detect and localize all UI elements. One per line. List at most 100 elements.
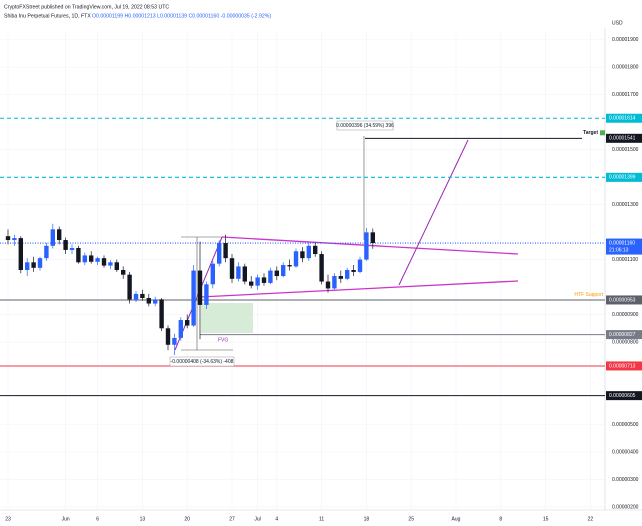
candle-body <box>274 270 280 277</box>
candle-body <box>332 276 337 289</box>
y-tick-label: 0.00000300 <box>612 477 639 483</box>
level-label-box <box>606 361 642 371</box>
level-label: 0.00000713 <box>609 363 636 369</box>
level-label-box <box>606 295 642 305</box>
candle-body <box>364 232 369 260</box>
candle-body <box>261 277 267 283</box>
level-label: 0.00000605 <box>609 393 636 399</box>
y-tick-label: 0.00001900 <box>612 37 639 43</box>
target-check <box>600 130 605 136</box>
y-tick-label: 0.00000200 <box>612 504 639 510</box>
level-label-box <box>606 113 642 123</box>
candle-body <box>351 270 356 272</box>
candle-body <box>5 236 11 241</box>
level-label: 0.00001160 <box>609 240 635 246</box>
level-label: 0.00000953 <box>609 297 636 303</box>
measure-box <box>169 356 235 367</box>
x-tick-label: 15 <box>543 516 549 522</box>
pennant-lower <box>199 280 519 298</box>
candle-body <box>12 238 17 241</box>
candle-body <box>178 320 184 338</box>
candle-body <box>89 255 94 262</box>
candle-body <box>37 258 43 268</box>
x-tick-label: Aug <box>452 516 461 522</box>
level-label: 0.00001541 <box>609 136 636 142</box>
candle-body <box>338 276 344 279</box>
level-label-box <box>606 330 642 340</box>
y-tick-label: 0.00001500 <box>612 147 639 153</box>
level-label-box <box>606 238 642 255</box>
candle-body <box>249 281 254 286</box>
x-tick-label: 22 <box>588 516 594 522</box>
candle-body <box>300 251 305 259</box>
candle-body <box>293 251 299 267</box>
level-label: 0.00001399 <box>609 175 636 181</box>
measure-drop: -0.00000408 (-34.63%) -408 <box>171 359 234 365</box>
candle-body <box>325 281 331 289</box>
candle-body <box>114 262 120 270</box>
currency: USD <box>612 20 623 26</box>
level-label-box <box>606 391 642 401</box>
y-tick-label: 0.00001700 <box>612 92 639 98</box>
candle-body <box>101 258 107 266</box>
candle-body <box>153 299 158 304</box>
candle-body <box>191 270 196 326</box>
chart-title: Shiba Inu Perpetual Futures, 1D, FTX <box>4 13 91 19</box>
x-tick-label: 8 <box>499 516 502 522</box>
candle-body <box>165 328 171 345</box>
fvg-label: FVG <box>218 337 228 343</box>
candle-body <box>76 248 81 263</box>
candle-body <box>313 245 318 255</box>
projection-path <box>398 139 469 286</box>
y-tick-label: 0.00000500 <box>612 422 639 428</box>
candle-body <box>229 258 235 279</box>
candle-body <box>69 248 75 250</box>
y-tick-label: 0.00001300 <box>612 202 639 208</box>
measure-rise: 0.00000396 (34.59%) 396 <box>336 123 394 129</box>
candle-body <box>140 293 145 299</box>
candle-body <box>281 265 286 277</box>
x-tick-label: 6 <box>96 516 99 522</box>
candle-body <box>18 238 24 270</box>
candle-body <box>63 240 68 250</box>
candle-body <box>236 266 241 279</box>
candle-body <box>25 262 30 270</box>
y-tick-label: 0.00000400 <box>612 449 639 455</box>
candle-body <box>319 254 324 282</box>
grid <box>0 30 605 510</box>
candle-body <box>159 299 164 329</box>
candle-body <box>242 266 248 282</box>
x-tick-label: 23 <box>5 516 11 522</box>
x-tick-label: 13 <box>140 516 146 522</box>
x-tick-label: 11 <box>319 516 324 522</box>
x-tick-label: 18 <box>364 516 370 522</box>
countdown: 21:06:13 <box>609 247 629 253</box>
candle-body <box>108 262 113 266</box>
publisher: CryptoFXStreet published on TradingView.… <box>4 4 169 10</box>
candle-body <box>268 270 273 283</box>
fvg-zone <box>201 303 253 333</box>
y-tick-label: 0.00000800 <box>612 339 639 345</box>
candle-body <box>223 243 228 259</box>
measure-box <box>336 120 394 131</box>
candle-body <box>185 320 190 326</box>
candle-body <box>255 277 260 286</box>
candle-body <box>210 263 216 285</box>
pennant-upper <box>221 236 519 255</box>
candle-body <box>95 258 100 262</box>
x-tick-label: 27 <box>229 516 235 522</box>
level-label: 0.00000827 <box>609 332 636 338</box>
x-tick-label: Jun <box>62 516 70 522</box>
ohlc-readout: O0.00001199 H0.00001213 L0.00001139 C0.0… <box>92 13 271 19</box>
candle-body <box>50 229 56 246</box>
candle-body <box>57 229 62 241</box>
candle-body <box>31 262 36 268</box>
candle-body <box>172 337 177 345</box>
x-tick-label: 4 <box>275 516 278 522</box>
candle-body <box>306 245 312 259</box>
candle-body <box>217 243 222 264</box>
x-tick-label: 20 <box>184 516 190 522</box>
x-tick-label: 25 <box>408 516 414 522</box>
level-label: 0.00001614 <box>609 116 636 122</box>
candle-body <box>357 259 363 272</box>
